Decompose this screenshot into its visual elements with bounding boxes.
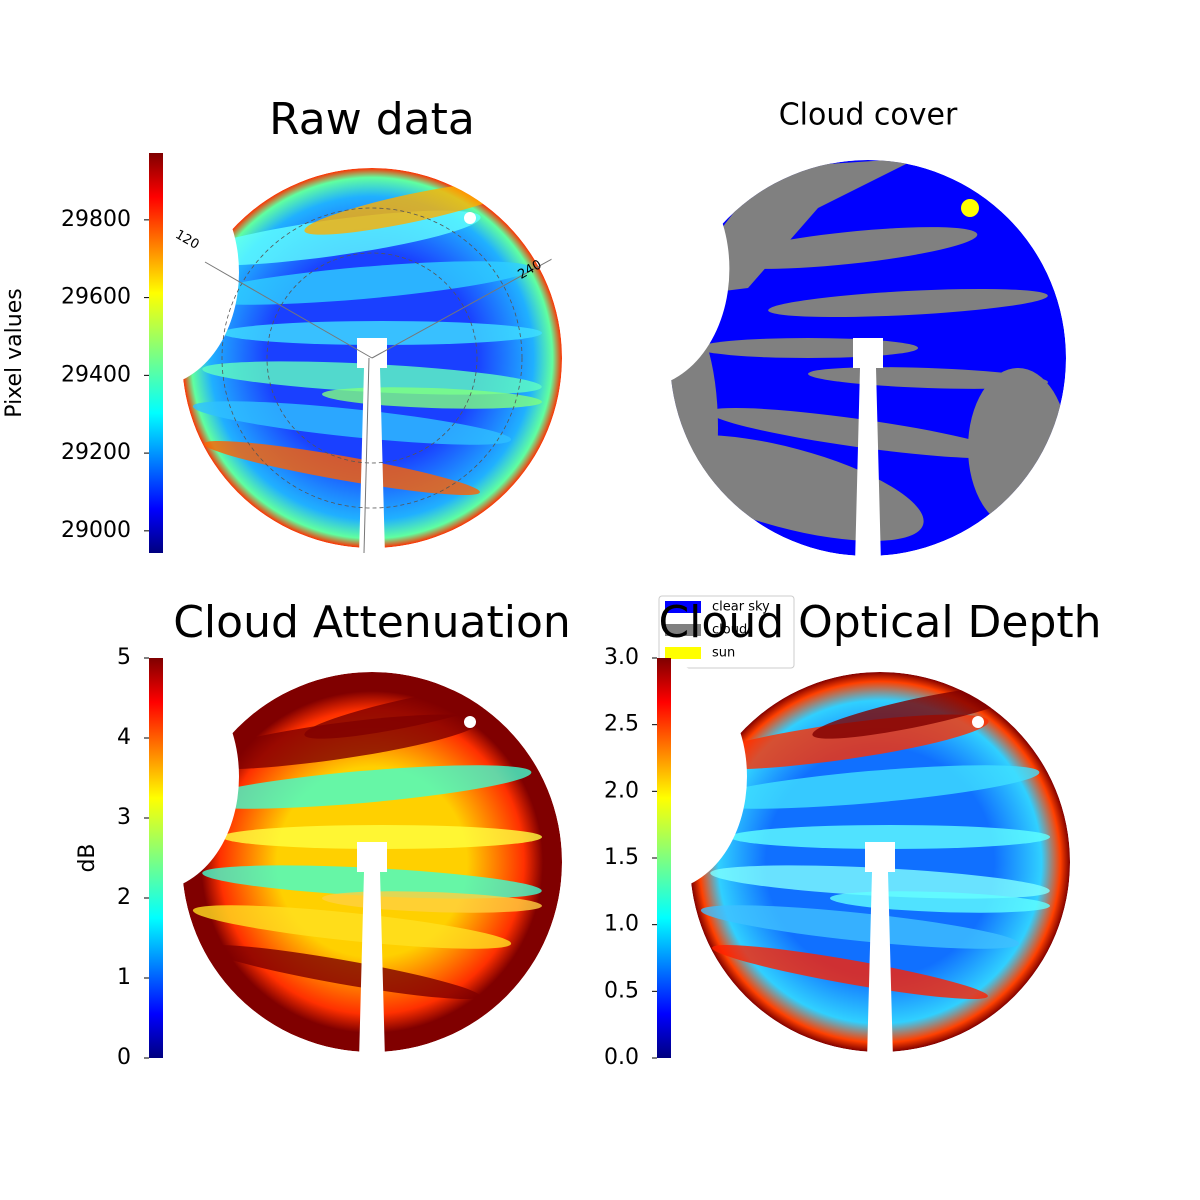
- legend-swatch: [665, 624, 701, 636]
- sky-streak: [304, 685, 520, 739]
- colorbar-tick-label: 0.5: [604, 978, 639, 1003]
- horizon-mask: [551, 150, 730, 388]
- sky-streak: [192, 261, 532, 305]
- colorbar-tick-label: 0: [117, 1045, 131, 1070]
- colorbar-label: Pixel values: [2, 288, 27, 417]
- legend-label: cloud: [712, 623, 747, 638]
- colorbar-tick-label: 29800: [61, 207, 131, 232]
- sky-streak: [712, 944, 988, 1000]
- sky-streak: [304, 181, 520, 235]
- colorbar-tick-label: 1: [117, 965, 131, 990]
- cloud-patch: [768, 288, 1048, 318]
- colorbar-tick-label: 2.0: [604, 778, 639, 803]
- sky-streak: [730, 825, 1050, 849]
- sky-streak: [700, 765, 1040, 809]
- colorbar: [657, 658, 671, 1058]
- colorbar-tick-label: 5: [117, 645, 131, 670]
- sky-streak: [183, 714, 481, 770]
- polar-ring: [266, 252, 478, 464]
- sky-streak: [192, 765, 532, 809]
- pole-mask: [357, 842, 387, 1060]
- colorbar-tick-label: 2: [117, 885, 131, 910]
- legend-label: clear sky: [712, 600, 770, 615]
- colorbar-tick-label: 1.5: [604, 845, 639, 870]
- colorbar: [149, 658, 163, 1058]
- colorbar: [149, 153, 163, 553]
- colorbar-label: dB: [75, 843, 100, 872]
- cloud-patch: [968, 368, 1066, 528]
- sky-streak: [192, 401, 512, 445]
- legend: clear sky cloud sun: [658, 595, 795, 669]
- polar-ring: [221, 207, 523, 509]
- colorbar-tick-label: 1.0: [604, 912, 639, 937]
- panel-title: Raw data: [269, 94, 475, 145]
- colorbar-tick-label: 29400: [61, 362, 131, 387]
- sky-streak: [204, 440, 480, 496]
- panel: [576, 662, 1070, 1060]
- panel-title: Cloud Optical Depth: [658, 597, 1101, 648]
- colorbar-tick-label: 29600: [61, 285, 131, 310]
- colorbar-tick-label: 3: [117, 805, 131, 830]
- cloud-patch: [709, 407, 1007, 459]
- colorbar-tick-label: 2.5: [604, 712, 639, 737]
- polar-spoke: [363, 357, 370, 554]
- polar-spoke: [204, 261, 373, 359]
- polar-spoke: [371, 247, 573, 359]
- pole-mask: [853, 338, 883, 564]
- colorbar-tick-label: 4: [117, 725, 131, 750]
- sky-streak: [222, 825, 542, 849]
- colorbar-tick-label: 3.0: [604, 645, 639, 670]
- cloud-patch: [698, 338, 918, 358]
- sun-mask: [464, 212, 476, 224]
- panel-title: Cloud Attenuation: [173, 597, 571, 648]
- sky-streak: [183, 210, 481, 266]
- sun-mask: [464, 716, 476, 728]
- legend-swatch: [665, 647, 701, 659]
- sun-mask: [972, 716, 984, 728]
- panel-title: Cloud cover: [779, 98, 958, 133]
- panel: [551, 150, 1066, 564]
- legend-swatch: [665, 601, 701, 613]
- sky-streak: [192, 905, 512, 949]
- panel: [68, 158, 573, 556]
- colorbar-tick-label: 29000: [61, 518, 131, 543]
- colorbar-tick-label: 29200: [61, 440, 131, 465]
- sky-streak: [204, 944, 480, 1000]
- sky-streak: [700, 905, 1020, 949]
- sky-streak: [812, 685, 1028, 739]
- legend-label: sun: [712, 646, 735, 661]
- panel: [68, 662, 562, 1060]
- sky-streak: [691, 714, 989, 770]
- cloud-patch: [670, 435, 924, 541]
- cloud-patch: [718, 227, 978, 269]
- sun-marker: [961, 199, 979, 217]
- sky-streak: [222, 321, 542, 345]
- pole-mask: [357, 338, 387, 556]
- colorbar-tick-label: 0.0: [604, 1045, 639, 1070]
- pole-mask: [865, 842, 895, 1060]
